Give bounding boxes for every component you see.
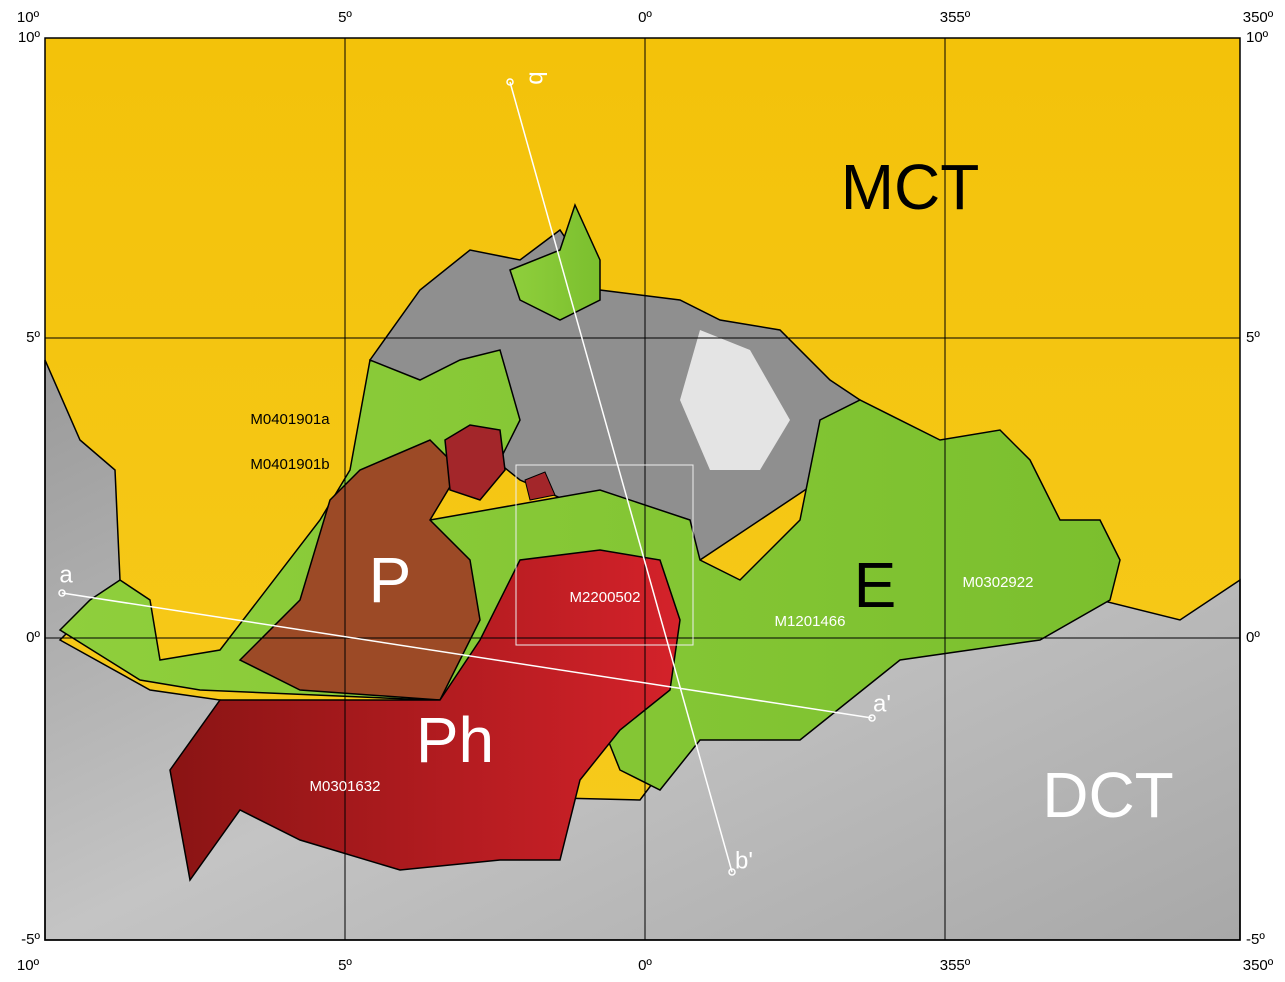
right-label: 10º [1246, 29, 1269, 46]
image-label: M0401901b [250, 456, 329, 473]
profile-label: b [524, 71, 551, 84]
unit-label: DCT [1042, 759, 1174, 831]
bottom-label: 5º [338, 957, 352, 974]
image-label: M0401901a [250, 411, 330, 428]
image-label: M1201466 [775, 613, 846, 630]
left-label: 10º [18, 29, 41, 46]
top-label: 10º [17, 9, 40, 26]
unit-label: MCT [841, 151, 980, 223]
map: 10º 5º 0º 355º 350º 10º 5º 0º 355º 350º 10º 5º 0º -5º… [0, 0, 1285, 977]
profile-label: a [59, 561, 73, 588]
image-label: M2200502 [570, 589, 641, 606]
right-label: -5º [1246, 931, 1265, 948]
profile-label: a' [873, 690, 891, 717]
profile-label: b' [735, 847, 753, 874]
bottom-label: 355º [940, 957, 971, 974]
image-label: M0301632 [310, 778, 381, 795]
right-label: 5º [1246, 329, 1260, 346]
bottom-label: 10º [17, 957, 40, 974]
unit-label: Ph [416, 704, 494, 776]
bottom-label: 350º [1243, 957, 1274, 974]
unit-label: P [369, 544, 412, 616]
top-label: 5º [338, 9, 352, 26]
left-label: 0º [26, 629, 40, 646]
unit-label: E [854, 549, 897, 621]
left-label: 5º [26, 329, 40, 346]
image-label: M0302922 [963, 574, 1034, 591]
left-label: -5º [21, 931, 40, 948]
top-label: 355º [940, 9, 971, 26]
top-label: 0º [638, 9, 652, 26]
right-label: 0º [1246, 629, 1260, 646]
top-label: 350º [1243, 9, 1274, 26]
bottom-label: 0º [638, 957, 652, 974]
page: {"top_labels": ["10º", "5º", "0º", "355º… [0, 0, 1285, 977]
